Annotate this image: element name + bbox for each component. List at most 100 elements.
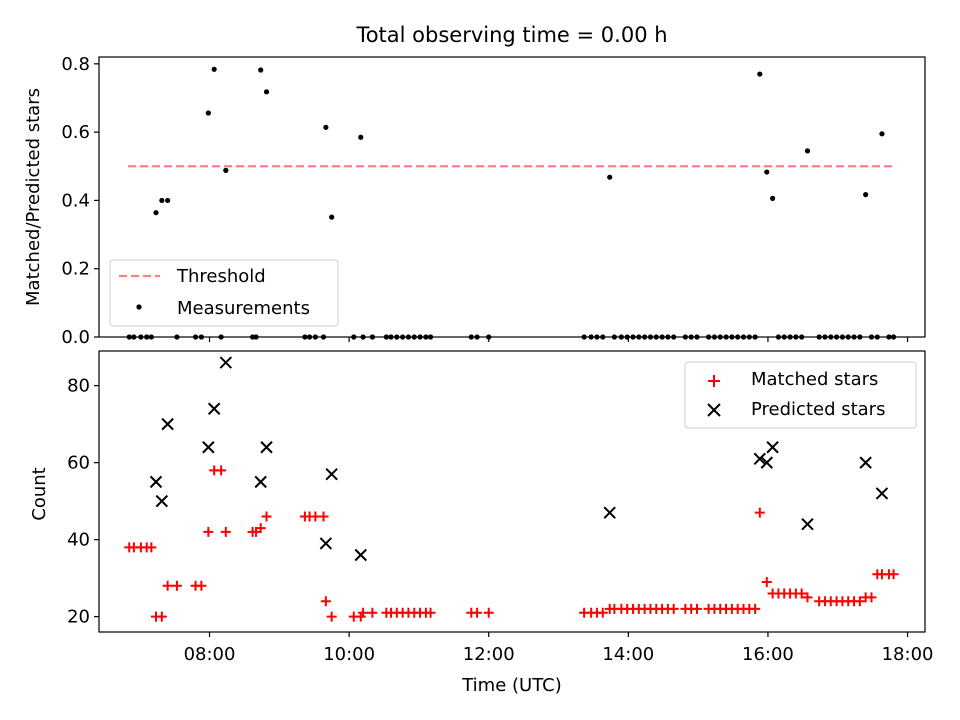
matched-star-point [358,607,369,618]
bottom-panel-frame [98,350,926,633]
legend-matched-label: Matched stars [751,369,878,390]
predicted-star-point [760,456,773,469]
bottom-ytick-label: 20 [67,607,90,628]
predicted-star-point [149,475,163,489]
matched-star-point [472,607,483,618]
top-ytick-label: 0.2 [61,259,90,280]
measurement-point [757,71,763,77]
matched-star-point [318,511,329,522]
matched-star-point [255,523,266,534]
matched-star-point [146,542,157,553]
matched-star-point [691,603,702,614]
measurement-point [329,214,335,220]
predicted-star-point [603,506,616,519]
predicted-stars-points [149,356,889,562]
top-legend: Threshold Measurements [109,259,339,327]
measurement-point [205,110,211,116]
predicted-star-point [766,441,779,454]
predicted-star-point [325,467,338,481]
predicted-star-point [753,452,767,465]
measurement-points [126,66,897,340]
measurement-point [879,131,885,137]
measurement-point [764,169,770,175]
top-panel: 0.00.20.40.60.8 Matched/Predicted stars … [23,54,926,348]
bottom-legend-box [684,361,917,429]
predicted-star-point [354,548,367,562]
top-y-axis-ticks: 0.0 0.2 0.4 0.6 0.8 [61,54,99,348]
matched-star-point [320,596,331,607]
matched-stars-points [124,465,899,622]
matched-star-point [216,465,227,476]
measurement-point [804,148,811,154]
predicted-star-point [254,475,267,489]
matched-star-point [854,596,865,607]
matched-star-point [171,580,182,591]
matched-star-point [261,511,272,522]
legend-predicted-label: Predicted stars [751,399,885,420]
chart-title: Total observing time = 0.00 h [355,23,667,47]
bottom-legend: Matched stars Predicted stars [684,361,917,429]
top-panel-frame [98,56,926,338]
top-legend-box [109,259,339,327]
xtick-label: 18:00 [882,644,934,665]
legend-threshold-label: Threshold [176,266,266,287]
matched-star-point [203,526,214,537]
matched-star-point [888,569,899,580]
matched-star-point [196,580,207,591]
matched-star-point [796,588,807,599]
matched-star-point [597,607,608,618]
legend-predicted-swatch [707,403,721,417]
top-ytick-label: 0.4 [61,190,90,211]
measurement-point [211,66,217,72]
xtick-label: 16:00 [742,644,794,665]
xtick-label: 12:00 [463,644,515,665]
bottom-x-axis-ticks: 08:00 10:00 12:00 14:00 16:00 18:00 [184,632,934,665]
measurement-point [358,134,364,140]
predicted-star-point [859,456,872,469]
predicted-star-point [801,518,814,531]
xtick-label: 10:00 [323,644,375,665]
predicted-star-point [219,356,233,369]
matched-star-point [220,526,231,537]
top-y-axis-label: Matched/Predicted stars [23,88,44,306]
bottom-ytick-label: 60 [67,453,90,474]
legend-matched-swatch [708,375,720,387]
matched-star-point [483,607,494,618]
predicted-star-point [875,487,889,500]
x-axis-label: Time (UTC) [461,675,562,696]
xtick-label: 08:00 [184,644,236,665]
matched-star-point [367,607,378,618]
predicted-star-point [260,441,273,454]
matched-star-point [866,592,877,603]
measurement-point [165,197,171,204]
matched-star-point [326,611,337,622]
predicted-star-point [319,537,333,550]
matched-star-point [668,603,679,614]
matched-star-point [750,603,761,614]
measurement-point [607,174,613,180]
top-x-axis-ticks [208,337,909,342]
predicted-star-point [155,494,169,508]
matched-star-point [754,507,765,518]
measurement-point [223,167,229,173]
xtick-label: 14:00 [602,644,654,665]
matched-star-point [425,607,436,618]
measurement-point [769,195,776,201]
predicted-star-point [161,417,174,431]
bottom-y-axis-label: Count [29,467,50,520]
top-ytick-label: 0.0 [61,327,90,348]
bottom-y-axis-ticks: 20 40 60 80 [67,376,99,628]
legend-measurements-swatch [136,304,142,310]
measurement-point [258,67,264,73]
measurement-point [863,192,869,198]
legend-measurements-label: Measurements [177,298,310,319]
bottom-ytick-label: 80 [67,376,90,397]
matched-star-point [802,592,813,603]
matched-star-point [162,580,173,591]
predicted-star-point [207,402,221,415]
matched-star-point [761,576,772,587]
top-ytick-label: 0.6 [61,122,90,143]
